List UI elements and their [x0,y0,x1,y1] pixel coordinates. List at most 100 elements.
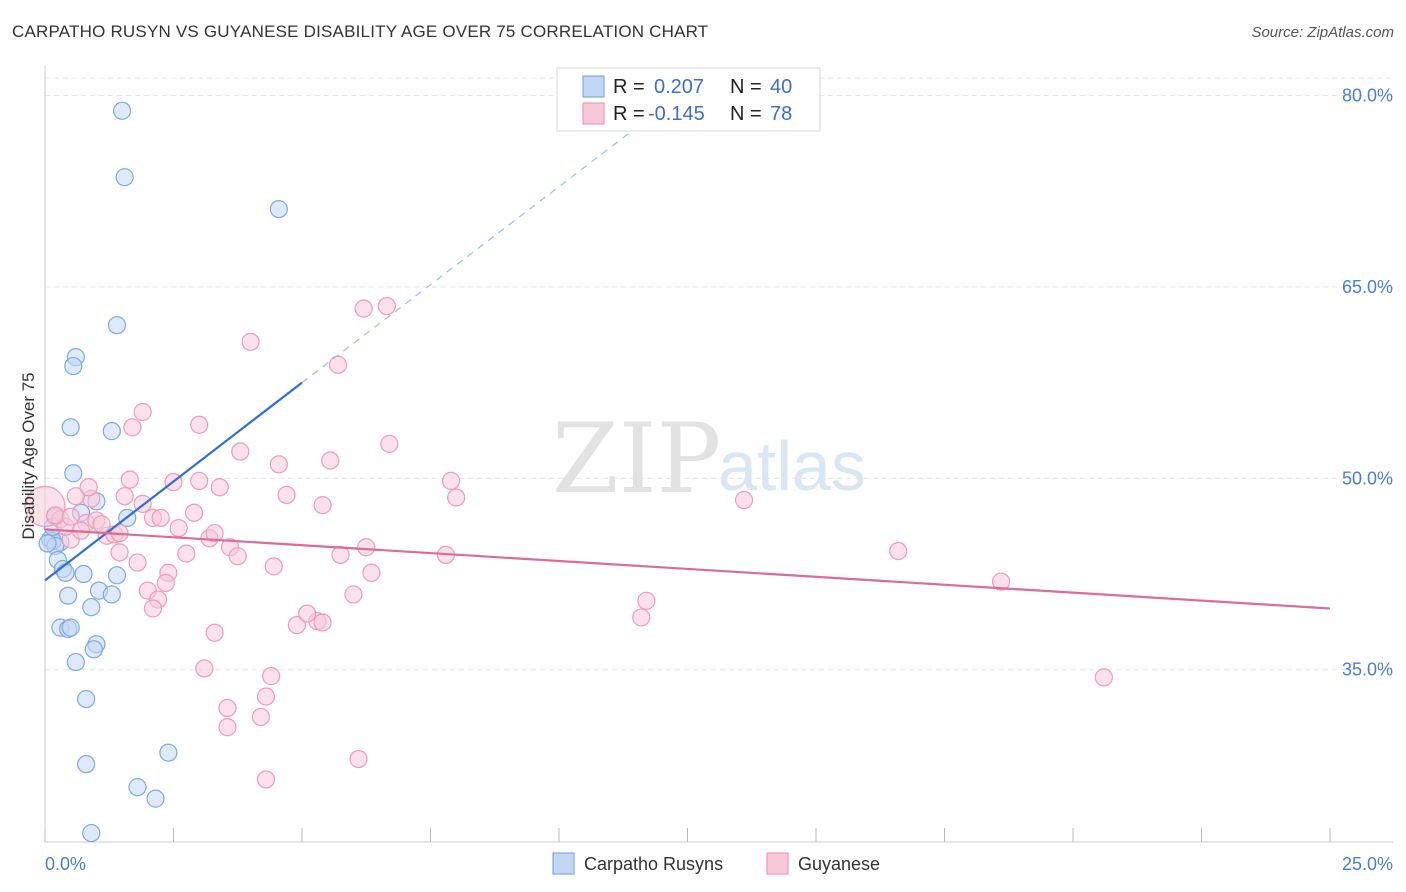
guyanese-point [169,518,188,538]
guyanese-point [46,506,65,525]
guyanese-point [441,471,461,490]
legend-r-label-rusyn: R = [613,76,645,98]
guyanese-point [734,490,754,510]
guyanese-point [321,451,340,470]
rusyn-point [64,356,83,376]
x-tick-label: 0.0% [45,854,86,874]
guyanese-point [331,545,350,564]
legend-r-value-guyanese: -0.145 [648,103,705,125]
guyanese-point [120,470,139,489]
guyanese-point [256,770,276,789]
guyanese-point [354,299,373,318]
rusyn-point [66,652,85,672]
chart-title: CARPATHO RUSYN VS GUYANESE DISABILITY AG… [12,22,709,41]
guyanese-point [110,543,129,562]
guyanese-point [991,572,1011,591]
guyanese-point [218,698,237,718]
rusyn-point [115,168,134,187]
series-carpatho-rusyns-points [38,101,288,843]
rusyn-point [74,564,93,584]
guyanese-point [218,718,237,737]
legend-swatch-guyanese [582,102,605,125]
y-axis-title: Disability Age Over 75 [19,372,38,539]
legend-n-label-guyanese: N = [730,103,762,125]
bottom-legend-swatch-rusyn [552,852,575,875]
bottom-legend-swatch-guyanese [766,852,789,875]
stats-legend: R = 0.207 N = 40 R = -0.145 N = 78 [556,67,821,132]
guyanese-point [380,434,399,453]
guyanese-point [262,667,281,686]
rusyn-point [159,743,178,762]
x-tick-label: 25.0% [1342,854,1393,874]
guyanese-point [889,541,908,561]
guyanese-point [447,488,466,507]
rusyn-point [77,689,96,709]
watermark-zip: ZIP [552,403,721,515]
rusyn-point [59,586,78,605]
series-guyanese-points [24,296,1113,789]
guyanese-point [231,442,250,461]
rusyn-point [77,755,96,774]
rusyn-point [82,598,101,617]
rusyn-point [82,823,101,843]
tick-labels: 80.0% 65.0% 50.0% 35.0% 0.0% 25.0% [45,86,1393,874]
guyanese-point [251,707,270,727]
y-tick-label: 80.0% [1342,86,1393,106]
guyanese-point [92,515,111,534]
guyanese-point [256,687,276,706]
guyanese-trend-line [44,528,1331,610]
guyanese-point [269,455,288,474]
guyanese-point [313,613,332,632]
rusyn-point [84,640,103,659]
guyanese-point [362,563,381,582]
guyanese-point [205,524,224,543]
y-tick-label: 65.0% [1342,277,1393,297]
rusyn-trend-extension [301,107,663,384]
guyanese-point [184,503,204,522]
guyanese-point [1094,668,1113,687]
guyanese-point [349,749,368,769]
source-credit: Source: ZipAtlas.com [1251,24,1394,41]
y-tick-label: 50.0% [1342,468,1393,488]
rusyn-trend-line [44,381,303,582]
rusyn-point [102,422,121,441]
legend-n-label-rusyn: N = [730,76,762,98]
guyanese-point [61,507,80,526]
guyanese-point [264,557,283,576]
series-legend: Carpatho Rusyns Guyanese [552,852,880,875]
axes [44,66,1393,843]
guyanese-point [177,544,196,563]
rusyn-point [56,563,75,582]
guyanese-point [637,591,656,610]
guyanese-point [115,487,134,506]
guyanese-point [313,496,332,515]
rusyn-point [128,778,147,797]
rusyn-point [38,534,57,553]
guyanese-point [190,471,209,490]
rusyn-point [102,585,121,604]
guyanese-point [205,623,224,642]
guyanese-point [228,547,247,566]
bottom-legend-label-rusyn: Carpatho Rusyns [584,854,723,874]
guyanese-point [156,573,175,593]
y-tick-label: 35.0% [1342,660,1393,680]
rusyn-point [112,101,132,120]
rusyn-point [61,618,80,637]
guyanese-point [277,485,296,505]
guyanese-point [298,604,317,623]
guyanese-point [79,478,98,497]
guyanese-point [632,608,651,627]
guyanese-point [210,478,229,497]
guyanese-point [133,402,152,422]
legend-n-value-rusyn: 40 [770,76,792,98]
rusyn-point [64,464,83,483]
guyanese-point [190,415,209,434]
guyanese-point [377,296,396,316]
legend-r-value-rusyn: 0.207 [654,76,704,98]
bottom-legend-label-guyanese: Guyanese [798,854,880,874]
rusyn-point [269,199,288,219]
guyanese-point [66,487,85,506]
guyanese-point [328,355,348,374]
zipatlas-watermark: ZIP atlas [552,403,866,515]
guyanese-point [128,553,147,572]
